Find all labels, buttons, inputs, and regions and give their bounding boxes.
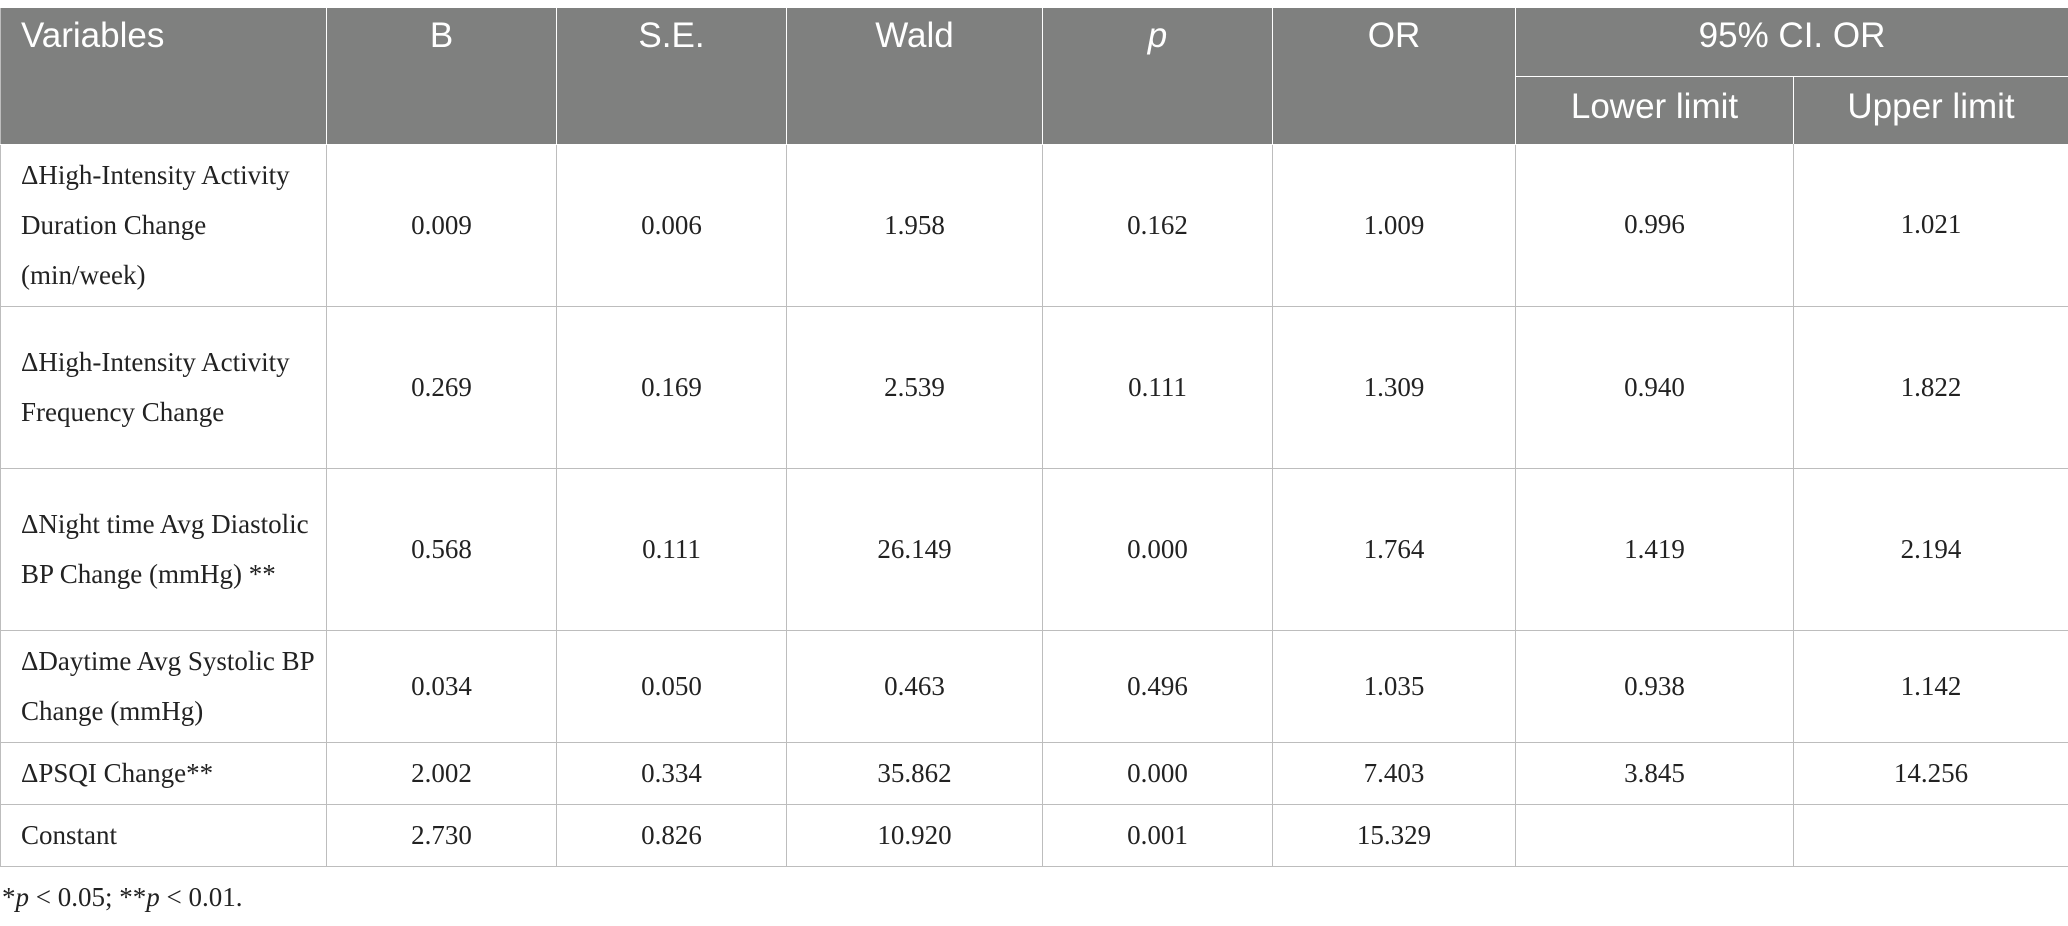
- cell-p: 0.000: [1042, 742, 1273, 805]
- cell-wald: 2.539: [786, 306, 1043, 469]
- cell-b: 0.269: [326, 306, 557, 469]
- row-label: ΔHigh-Intensity Activity Duration Change…: [0, 144, 327, 307]
- footnote-p2: p: [146, 882, 160, 912]
- table-row: Constant 2.730 0.826 10.920 0.001 15.329: [0, 804, 2068, 867]
- cell-se: 0.111: [556, 468, 787, 631]
- cell-se: 0.169: [556, 306, 787, 469]
- cell-p: 0.000: [1042, 468, 1273, 631]
- cell-b: 2.730: [326, 804, 557, 867]
- cell-lower: [1515, 804, 1794, 867]
- cell-lower: 0.938: [1515, 630, 1794, 743]
- footnote-text2: < 0.01.: [159, 882, 243, 912]
- cell-or: 1.764: [1272, 468, 1516, 631]
- footnote-star: *: [2, 882, 16, 912]
- cell-se: 0.006: [556, 144, 787, 307]
- cell-b: 2.002: [326, 742, 557, 805]
- subheader-row: Lower limit Upper limit: [1, 76, 2068, 144]
- row-label: ΔNight time Avg Diastolic BP Change (mmH…: [0, 468, 327, 631]
- row-label: Constant: [0, 804, 327, 867]
- cell-p: 0.111: [1042, 306, 1273, 469]
- cell-upper: 1.021: [1793, 144, 2068, 307]
- cell-or: 7.403: [1272, 742, 1516, 805]
- header-p: p: [1042, 8, 1273, 145]
- cell-lower: 3.845: [1515, 742, 1794, 805]
- cell-upper: 1.142: [1793, 630, 2068, 743]
- cell-se: 0.826: [556, 804, 787, 867]
- cell-or: 1.035: [1272, 630, 1516, 743]
- table-row: ΔPSQI Change** 2.002 0.334 35.862 0.000 …: [0, 742, 2068, 805]
- footnote-p1: p: [15, 882, 30, 912]
- cell-or: 1.009: [1272, 144, 1516, 307]
- table-row: ΔHigh-Intensity Activity Duration Change…: [0, 144, 2068, 307]
- cell-wald: 0.463: [786, 630, 1043, 743]
- header-or: OR: [1272, 8, 1516, 145]
- row-label: ΔHigh-Intensity Activity Frequency Chang…: [0, 306, 327, 469]
- header-b: B: [326, 8, 557, 145]
- cell-upper: [1793, 804, 2068, 867]
- cell-se: 0.334: [556, 742, 787, 805]
- cell-wald: 35.862: [786, 742, 1043, 805]
- cell-lower: 0.996: [1515, 144, 1794, 307]
- cell-upper: 14.256: [1793, 742, 2068, 805]
- cell-p: 0.162: [1042, 144, 1273, 307]
- row-label: ΔDaytime Avg Systolic BP Change (mmHg): [0, 630, 327, 743]
- footnote-text1: < 0.05; **: [29, 882, 147, 912]
- cell-upper: 1.822: [1793, 306, 2068, 469]
- header-upper-limit: Upper limit: [1793, 76, 2068, 144]
- header-row: Variables B S.E. Wald p OR 95% CI. OR: [0, 8, 2068, 145]
- cell-se: 0.050: [556, 630, 787, 743]
- table-row: ΔDaytime Avg Systolic BP Change (mmHg) 0…: [0, 630, 2068, 743]
- header-wald: Wald: [786, 8, 1043, 145]
- table-row: ΔHigh-Intensity Activity Frequency Chang…: [0, 306, 2068, 469]
- header-se: S.E.: [556, 8, 787, 145]
- cell-b: 0.009: [326, 144, 557, 307]
- table-footnote: *p < 0.05; **p < 0.01.: [2, 882, 242, 913]
- row-label: ΔPSQI Change**: [0, 742, 327, 805]
- cell-p: 0.496: [1042, 630, 1273, 743]
- header-lower-limit: Lower limit: [1515, 76, 1794, 144]
- cell-lower: 0.940: [1515, 306, 1794, 469]
- cell-upper: 2.194: [1793, 468, 2068, 631]
- cell-b: 0.568: [326, 468, 557, 631]
- cell-p: 0.001: [1042, 804, 1273, 867]
- cell-wald: 10.920: [786, 804, 1043, 867]
- cell-wald: 1.958: [786, 144, 1043, 307]
- table-row: ΔNight time Avg Diastolic BP Change (mmH…: [0, 468, 2068, 631]
- header-variables: Variables: [0, 8, 327, 145]
- cell-or: 15.329: [1272, 804, 1516, 867]
- header-ci: 95% CI. OR: [1515, 8, 2068, 77]
- cell-wald: 26.149: [786, 468, 1043, 631]
- regression-table: Variables B S.E. Wald p OR 95% CI. OR Lo…: [0, 8, 2068, 867]
- cell-lower: 1.419: [1515, 468, 1794, 631]
- cell-b: 0.034: [326, 630, 557, 743]
- cell-or: 1.309: [1272, 306, 1516, 469]
